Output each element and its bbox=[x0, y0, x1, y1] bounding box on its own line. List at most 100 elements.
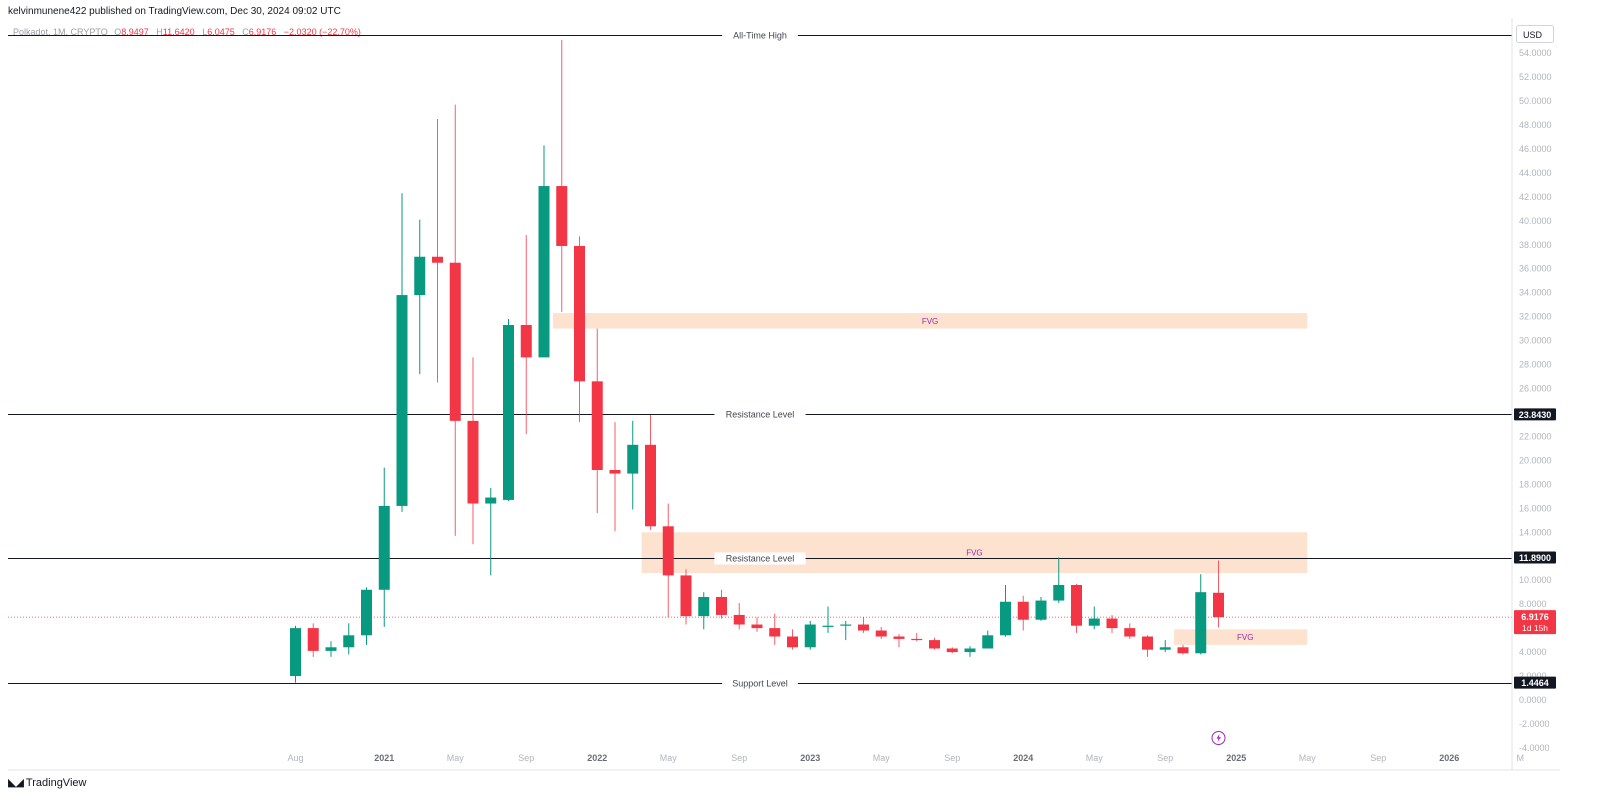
y-tick-label: 24.0000 bbox=[1519, 407, 1552, 417]
y-tick-label: 42.0000 bbox=[1519, 192, 1552, 202]
candle-body[interactable] bbox=[1017, 601, 1029, 620]
candle-body[interactable] bbox=[875, 630, 887, 637]
ohlc-legend: Polkadot, 1M, CRYPTO O8.9497 H11.6420 L6… bbox=[13, 27, 366, 37]
candle-body[interactable] bbox=[680, 575, 692, 617]
open-label: O bbox=[114, 27, 122, 37]
low-value: 6.0475 bbox=[207, 27, 235, 37]
candle-body[interactable] bbox=[485, 497, 497, 504]
candle-body[interactable] bbox=[1000, 601, 1011, 636]
candle-body[interactable] bbox=[290, 628, 301, 677]
candle-body[interactable] bbox=[520, 325, 532, 358]
candle-body[interactable] bbox=[893, 636, 905, 639]
y-tick-label: 2.0000 bbox=[1519, 671, 1547, 681]
candle-body[interactable] bbox=[787, 636, 798, 648]
y-tick-label: 30.0000 bbox=[1519, 336, 1552, 346]
candle-body[interactable] bbox=[1071, 584, 1082, 626]
candle-body[interactable] bbox=[414, 256, 426, 296]
candle-body[interactable] bbox=[1159, 647, 1171, 650]
currency-button[interactable]: USD bbox=[1516, 25, 1554, 43]
candle-body[interactable] bbox=[449, 262, 461, 421]
candle-body[interactable] bbox=[467, 420, 479, 504]
candle-body[interactable] bbox=[1177, 647, 1189, 654]
candle-body[interactable] bbox=[946, 648, 958, 653]
candle-body[interactable] bbox=[396, 295, 408, 506]
fvg-zone[interactable] bbox=[641, 532, 1308, 574]
x-tick-label: May bbox=[1299, 753, 1317, 763]
candle-body[interactable] bbox=[1053, 584, 1065, 601]
candle-body[interactable] bbox=[343, 635, 355, 648]
lightning-event-icon[interactable] bbox=[1211, 731, 1226, 745]
candle-body[interactable] bbox=[538, 186, 550, 358]
fvg-label: FVG bbox=[966, 548, 982, 557]
tradingview-logo-icon: ◣◢ bbox=[8, 777, 24, 789]
candle-body[interactable] bbox=[1142, 636, 1153, 650]
y-tick-label: 26.0000 bbox=[1519, 384, 1552, 394]
candle-body[interactable] bbox=[609, 469, 621, 474]
y-tick-label: 8.0000 bbox=[1519, 599, 1547, 609]
candle-body[interactable] bbox=[733, 614, 745, 625]
candle-body[interactable] bbox=[591, 381, 603, 470]
y-tick-label: 6.0000 bbox=[1519, 623, 1547, 633]
candle-body[interactable] bbox=[751, 624, 763, 629]
candle-body[interactable] bbox=[716, 596, 727, 615]
x-tick-label: May bbox=[873, 753, 891, 763]
candle-body[interactable] bbox=[840, 624, 852, 626]
level-price-tag-text: 23.8430 bbox=[1519, 410, 1552, 420]
candle-body[interactable] bbox=[1213, 592, 1224, 618]
candle-body[interactable] bbox=[822, 625, 834, 627]
level-price-tag-text: 11.8900 bbox=[1519, 553, 1551, 563]
tradingview-brand: ◣◢ TradingView bbox=[8, 776, 87, 790]
level-price-tag bbox=[1514, 676, 1556, 689]
level-price-tag-text: 1.4464 bbox=[1521, 678, 1549, 688]
candle-body[interactable] bbox=[911, 638, 923, 641]
x-tick-label: M bbox=[1517, 753, 1525, 763]
candle-body[interactable] bbox=[1035, 600, 1047, 620]
x-tick-label: 2025 bbox=[1226, 753, 1246, 763]
candle-body[interactable] bbox=[769, 628, 781, 637]
current-price-tag bbox=[1514, 610, 1556, 635]
level-price-tag bbox=[1514, 551, 1556, 564]
y-tick-label: 12.0000 bbox=[1519, 551, 1552, 561]
x-tick-label: 2023 bbox=[800, 753, 820, 763]
candle-body[interactable] bbox=[325, 647, 337, 651]
brand-name: TradingView bbox=[25, 776, 87, 789]
candle-body[interactable] bbox=[1088, 618, 1100, 626]
level-label: All-Time High bbox=[733, 31, 787, 41]
candle-body[interactable] bbox=[556, 186, 568, 246]
level-label: Resistance Level bbox=[726, 554, 795, 564]
candle-body[interactable] bbox=[432, 256, 443, 263]
x-tick-label: May bbox=[660, 753, 678, 763]
candle-body[interactable] bbox=[698, 596, 710, 617]
candle-body[interactable] bbox=[929, 640, 940, 649]
x-tick-label: May bbox=[1086, 753, 1104, 763]
close-label: C bbox=[242, 27, 249, 37]
candle-body[interactable] bbox=[361, 589, 372, 636]
candle-body[interactable] bbox=[627, 444, 639, 474]
close-value: 6.9176 bbox=[248, 27, 277, 37]
candle-body[interactable] bbox=[1124, 628, 1136, 637]
symbol-label: Polkadot, 1M, CRYPTO bbox=[13, 27, 108, 37]
y-tick-label: -4.0000 bbox=[1519, 743, 1550, 753]
x-tick-label: Sep bbox=[944, 753, 960, 763]
candle-body[interactable] bbox=[964, 648, 976, 653]
candle-body[interactable] bbox=[804, 624, 816, 648]
fvg-zone[interactable] bbox=[1174, 629, 1308, 645]
candle-body[interactable] bbox=[1106, 618, 1118, 629]
candle-body[interactable] bbox=[662, 526, 674, 576]
level-label-bg bbox=[722, 677, 798, 690]
candle-body[interactable] bbox=[1195, 592, 1207, 654]
y-tick-label: 28.0000 bbox=[1519, 360, 1552, 370]
candle-body[interactable] bbox=[307, 628, 319, 651]
lightning-bolt-icon bbox=[1216, 734, 1221, 742]
candle-body[interactable] bbox=[378, 505, 390, 590]
candle-body[interactable] bbox=[574, 245, 585, 382]
fvg-label: FVG bbox=[922, 317, 938, 326]
candle-body[interactable] bbox=[645, 444, 656, 527]
candle-body[interactable] bbox=[503, 325, 514, 500]
candle-body[interactable] bbox=[982, 635, 994, 649]
x-tick-label: Aug bbox=[287, 753, 303, 763]
candle-body[interactable] bbox=[858, 624, 869, 631]
current-price-tag-text: 6.9176 bbox=[1521, 612, 1549, 622]
fvg-zone[interactable] bbox=[552, 313, 1308, 329]
